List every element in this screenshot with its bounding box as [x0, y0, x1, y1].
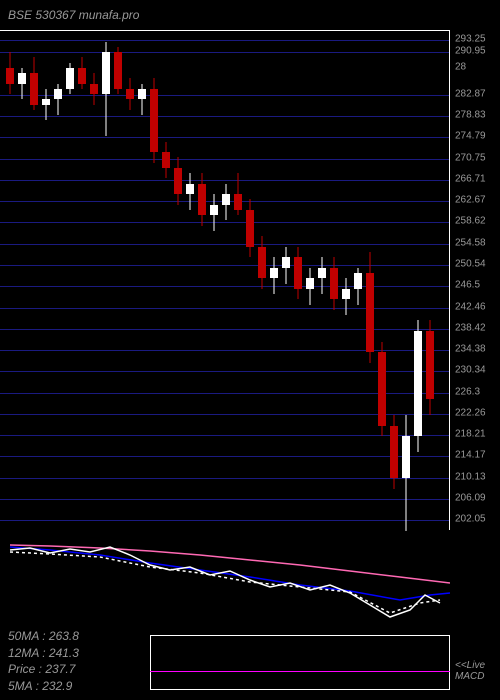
macd-label: <<Live MACD: [455, 660, 485, 682]
y-axis-label: 214.17: [455, 450, 486, 461]
gridline: [0, 95, 449, 96]
stats-panel: 50MA : 263.8 12MA : 241.3 Price : 237.7 …: [8, 628, 79, 695]
y-axis-label: 293.25: [455, 34, 486, 45]
gridline: [0, 116, 449, 117]
y-axis-label: 270.75: [455, 152, 486, 163]
gridline: [0, 52, 449, 53]
y-axis-label: 290.95: [455, 46, 486, 57]
y-axis-label: 234.38: [455, 344, 486, 355]
y-axis-label: 206.09: [455, 492, 486, 503]
y-axis-label: 238.42: [455, 322, 486, 333]
y-axis-label: 246.5: [455, 280, 480, 291]
gridline: [0, 265, 449, 266]
y-axis-label: 274.79: [455, 131, 486, 142]
y-axis-label: 242.46: [455, 301, 486, 312]
indicator-5MA: [10, 552, 440, 613]
y-axis-label: 266.71: [455, 173, 486, 184]
y-axis-label: 202.05: [455, 514, 486, 525]
y-axis-label: 230.34: [455, 365, 486, 376]
stat-5ma: 5MA : 232.9: [8, 678, 79, 695]
indicator-lines: [0, 535, 450, 630]
gridline: [0, 499, 449, 500]
chart-container: BSE 530367 munafa.pro 50MA : 263.8 12MA …: [0, 0, 500, 700]
gridline: [0, 520, 449, 521]
gridline: [0, 286, 449, 287]
gridline: [0, 308, 449, 309]
y-axis-label: 226.3: [455, 386, 480, 397]
y-axis-label: 278.83: [455, 110, 486, 121]
candlestick-chart[interactable]: [0, 30, 450, 530]
y-axis-label: 254.58: [455, 237, 486, 248]
y-axis-label: 250.54: [455, 259, 486, 270]
macd-box: [150, 635, 450, 690]
gridline: [0, 159, 449, 160]
y-axis-label: 262.67: [455, 195, 486, 206]
gridline: [0, 180, 449, 181]
y-axis-label: 222.26: [455, 407, 486, 418]
indicator-panel: [0, 535, 450, 630]
y-axis-label: 218.21: [455, 429, 486, 440]
gridline: [0, 40, 449, 41]
stat-12ma: 12MA : 241.3: [8, 645, 79, 662]
indicator-50MA: [10, 545, 450, 583]
gridline: [0, 456, 449, 457]
gridline: [0, 329, 449, 330]
stat-50ma: 50MA : 263.8: [8, 628, 79, 645]
y-axis-label: 28: [455, 61, 466, 72]
y-axis-label: 210.13: [455, 471, 486, 482]
stat-price: Price : 237.7: [8, 661, 79, 678]
gridline: [0, 244, 449, 245]
y-axis-label: 282.87: [455, 88, 486, 99]
gridline: [0, 222, 449, 223]
macd-line: [150, 671, 450, 672]
y-axis-label: 258.62: [455, 216, 486, 227]
gridline: [0, 478, 449, 479]
chart-title: BSE 530367 munafa.pro: [8, 8, 139, 22]
gridline: [0, 137, 449, 138]
